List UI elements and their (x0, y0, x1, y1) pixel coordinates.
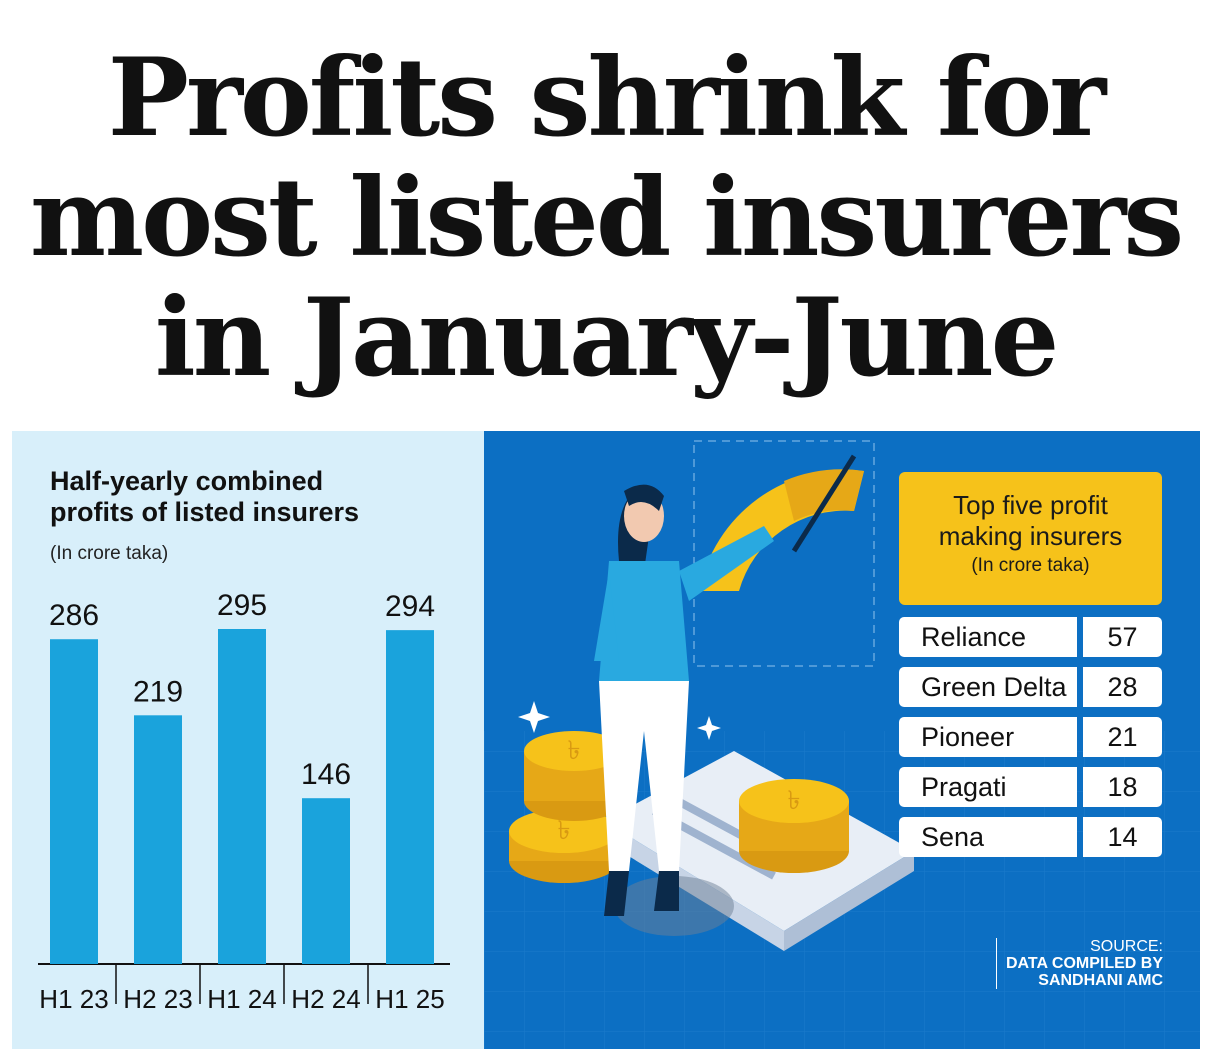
insurer-profit: 14 (1083, 817, 1162, 857)
headline-line-3: in January-June (154, 275, 1060, 401)
top-five-title-line-2: making insurers (938, 521, 1123, 551)
chart-title: Half-yearly combined profits of listed i… (50, 466, 470, 528)
source-note: SOURCE: DATA COMPILED BY SANDHANI AMC (996, 938, 1163, 989)
chart-title-line-1: Half-yearly combined (50, 466, 324, 496)
insurer-name: Green Delta (899, 667, 1077, 707)
woman-figure-icon (594, 484, 774, 916)
top-five-title-line-1: Top five profit (953, 490, 1108, 520)
chart-title-line-2: profits of listed insurers (50, 497, 360, 527)
svg-text:৳: ৳ (568, 736, 581, 766)
svg-text:৳: ৳ (558, 816, 571, 846)
top-five-unit: (In crore taka) (971, 555, 1090, 576)
insurer-profit: 18 (1083, 767, 1162, 807)
table-row: Pragati 18 (899, 767, 1162, 807)
insurer-name: Pioneer (899, 717, 1077, 757)
insurer-profit: 21 (1083, 717, 1162, 757)
table-row: Reliance 57 (899, 617, 1162, 657)
table-row: Pioneer 21 (899, 717, 1162, 757)
top-five-header: Top five profit making insurers (In cror… (899, 472, 1162, 605)
sparkle-icon (518, 701, 721, 740)
table-row: Green Delta 28 (899, 667, 1162, 707)
insurer-name: Pragati (899, 767, 1077, 807)
source-line-1: DATA COMPILED BY (1005, 955, 1163, 972)
insurer-profit: 57 (1083, 617, 1162, 657)
headline: Profits shrink for most listed insurers … (0, 38, 1211, 398)
svg-text:৳: ৳ (788, 786, 801, 816)
insurer-name: Sena (899, 817, 1077, 857)
chart-unit: (In crore taka) (50, 543, 169, 564)
table-row: Sena 14 (899, 817, 1162, 857)
insurer-profit: 28 (1083, 667, 1162, 707)
source-label: SOURCE: (1090, 938, 1163, 955)
headline-line-2: most listed insurers (29, 155, 1184, 281)
source-line-2: SANDHANI AMC (1038, 972, 1163, 989)
coin-stack-icon: ৳ ৳ ৳ (509, 731, 849, 883)
businesswoman-illustration: ৳ ৳ ৳ (484, 440, 1200, 1049)
insurer-name: Reliance (899, 617, 1077, 657)
headline-line-1: Profits shrink for (107, 35, 1107, 161)
